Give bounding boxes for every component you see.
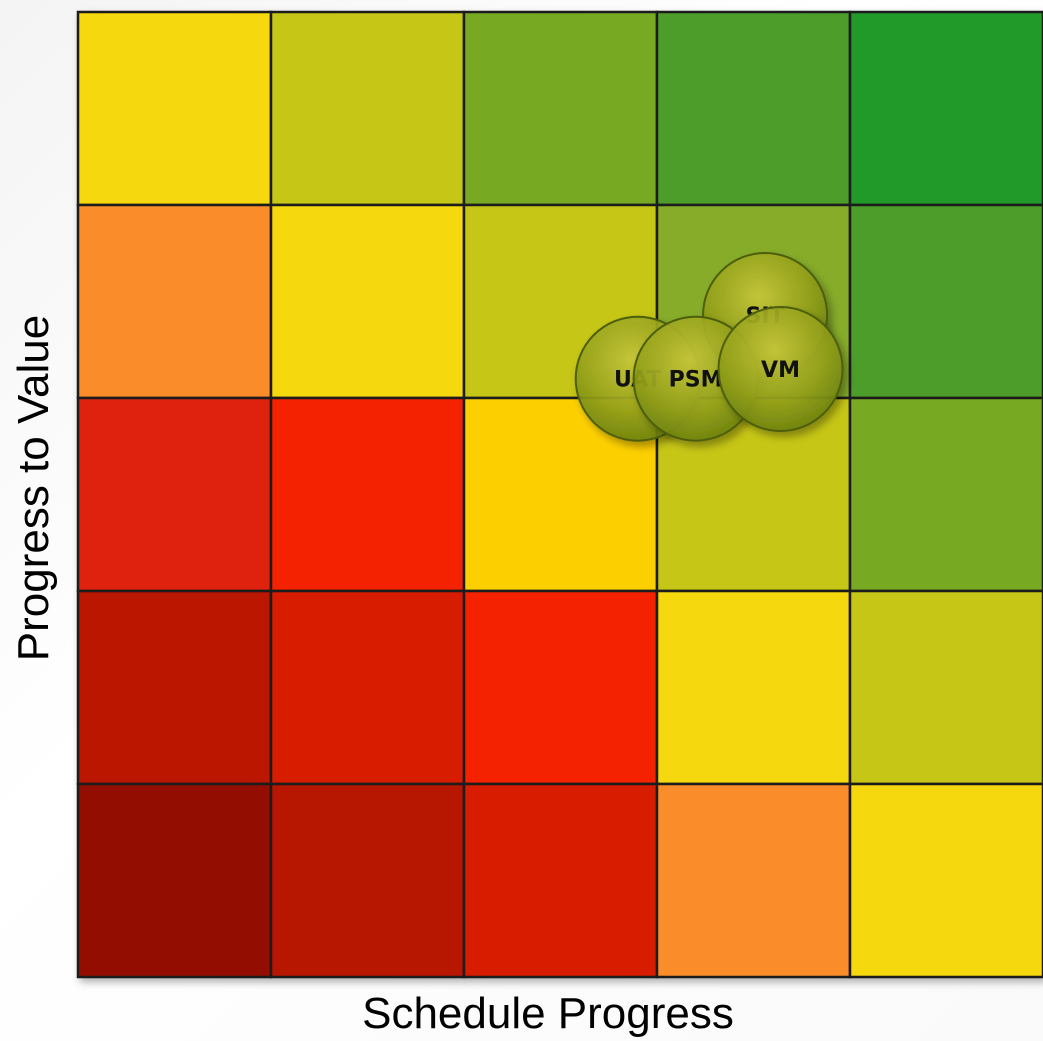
- x-axis-label: Schedule Progress: [362, 989, 734, 1038]
- bubble-vm: VM: [717, 306, 844, 433]
- matrix-cell-r3-c5: [848, 396, 1043, 593]
- matrix-cell-r5-c2: [269, 782, 466, 979]
- bubble-label-vm: VM: [761, 358, 800, 383]
- matrix-cell-r4-c5: [848, 589, 1043, 786]
- matrix-cell-r2-c2: [269, 203, 466, 400]
- matrix-cell-r4-c1: [76, 589, 273, 786]
- bubble-layer: SITUATPSMVM: [574, 252, 844, 442]
- matrix-cell-r5-c3: [462, 782, 659, 979]
- y-axis-label: Progress to Value: [9, 315, 58, 661]
- bubble-circle-vm: [717, 306, 844, 433]
- matrix-cell-r1-c4: [655, 10, 852, 207]
- matrix-cell-r5-c1: [76, 782, 273, 979]
- matrix-cell-r5-c4: [655, 782, 852, 979]
- matrix-grid: [76, 10, 1043, 979]
- matrix-cell-r1-c3: [462, 10, 659, 207]
- matrix-cell-r1-c1: [76, 10, 273, 207]
- matrix-cell-r4-c3: [462, 589, 659, 786]
- matrix-cell-r4-c2: [269, 589, 466, 786]
- matrix-cell-r1-c5: [848, 10, 1043, 207]
- matrix-cell-r4-c4: [655, 589, 852, 786]
- matrix-cell-r2-c1: [76, 203, 273, 400]
- matrix-cell-r1-c2: [269, 10, 466, 207]
- bubble-label-psm: PSM: [669, 368, 723, 393]
- matrix-cell-r5-c5: [848, 782, 1043, 979]
- matrix-cell-r2-c5: [848, 203, 1043, 400]
- matrix-cell-r3-c1: [76, 396, 273, 593]
- matrix-cell-r3-c2: [269, 396, 466, 593]
